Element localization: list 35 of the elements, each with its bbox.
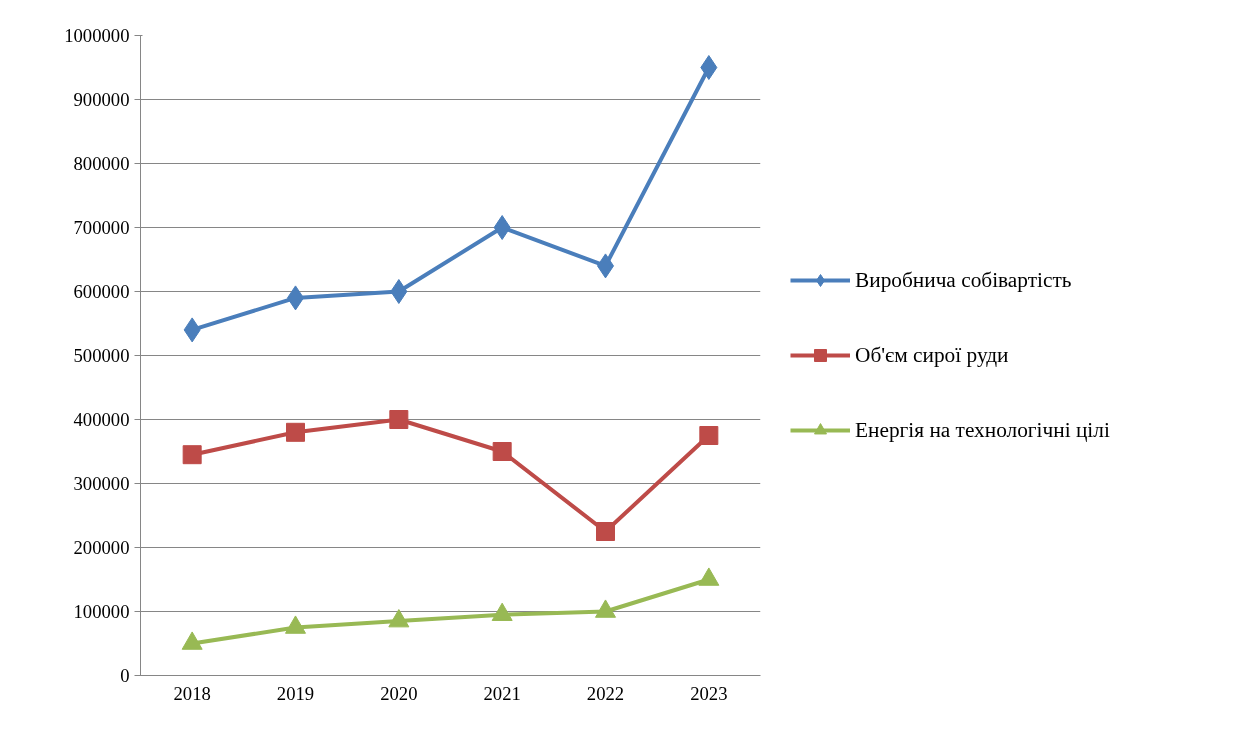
y-tick-label: 600000 <box>73 281 130 302</box>
point <box>285 615 306 634</box>
point <box>491 602 513 621</box>
y-tick-label: 200000 <box>73 537 130 558</box>
point <box>596 522 615 541</box>
point <box>388 609 410 628</box>
y-tick-label: 900000 <box>73 89 130 110</box>
x-tick-label: 2018 <box>173 682 211 704</box>
point <box>492 442 512 461</box>
legend-label: Об'єм сирої руди <box>855 342 1009 368</box>
point <box>390 279 408 304</box>
x-tick-label: 2023 <box>690 682 728 704</box>
y-tick-label: 1000000 <box>64 25 130 46</box>
y-tick-label: 700000 <box>73 217 130 238</box>
point <box>493 215 511 240</box>
y-tick-label: 400000 <box>73 409 130 430</box>
x-tick-label: 2019 <box>276 682 315 704</box>
y-tick-label: 300000 <box>73 473 130 494</box>
point <box>698 567 720 586</box>
y-tick-label: 500000 <box>73 345 130 366</box>
x-tick-label: 2020 <box>380 682 418 704</box>
point <box>389 410 409 429</box>
x-tick-label: 2022 <box>586 682 625 704</box>
y-tick-label: 0 <box>120 665 130 686</box>
point <box>699 426 719 445</box>
point <box>286 422 305 442</box>
point <box>181 631 203 650</box>
x-tick-label: 2021 <box>483 682 521 704</box>
point <box>700 55 718 80</box>
point <box>182 445 202 465</box>
legend-label: Виробнича собівартість <box>855 267 1072 293</box>
point <box>595 599 616 618</box>
y-tick-label: 800000 <box>73 153 130 174</box>
legend-label: Енергія на технологічні цілі <box>855 417 1110 443</box>
y-tick-label: 100000 <box>73 601 130 622</box>
